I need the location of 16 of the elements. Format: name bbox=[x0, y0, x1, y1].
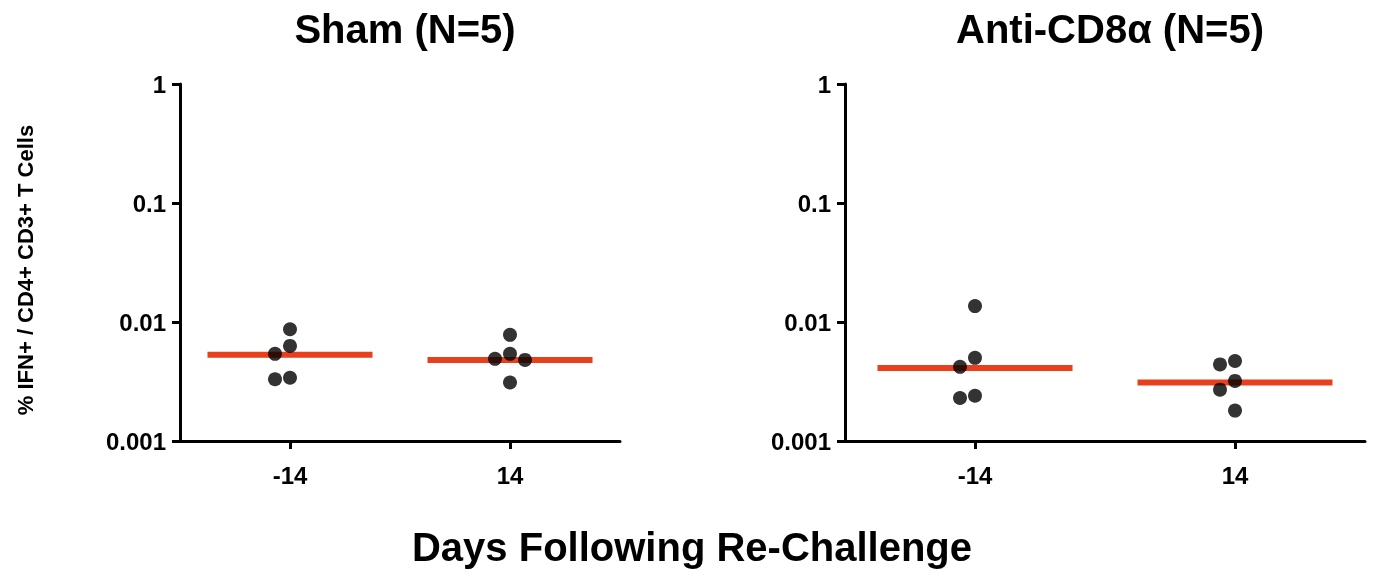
y-tick-label: 0.001 bbox=[105, 427, 166, 455]
y-tick-label: 1 bbox=[817, 70, 831, 98]
x-tick-label: 14 bbox=[496, 461, 524, 489]
y-tick-label: 0.1 bbox=[797, 189, 831, 217]
y-tick-label: 0.1 bbox=[132, 189, 166, 217]
x-tick-label: -14 bbox=[272, 461, 308, 489]
y-tick-label: 1 bbox=[152, 70, 166, 98]
x-tick-label: -14 bbox=[957, 461, 993, 489]
y-tick-label: 0.01 bbox=[784, 308, 831, 336]
x-tick-label: 14 bbox=[1221, 461, 1249, 489]
x-axis-title: Days Following Re-Challenge bbox=[410, 525, 974, 570]
y-tick-label: 0.01 bbox=[119, 308, 166, 336]
chart-title: Anti-CD8α (N=5) bbox=[956, 7, 1264, 51]
chart-title: Sham (N=5) bbox=[294, 7, 516, 51]
y-tick-label: 0.001 bbox=[770, 427, 831, 455]
y-axis-title: % IFN+ / CD4+ CD3+ T Cells bbox=[13, 124, 39, 416]
